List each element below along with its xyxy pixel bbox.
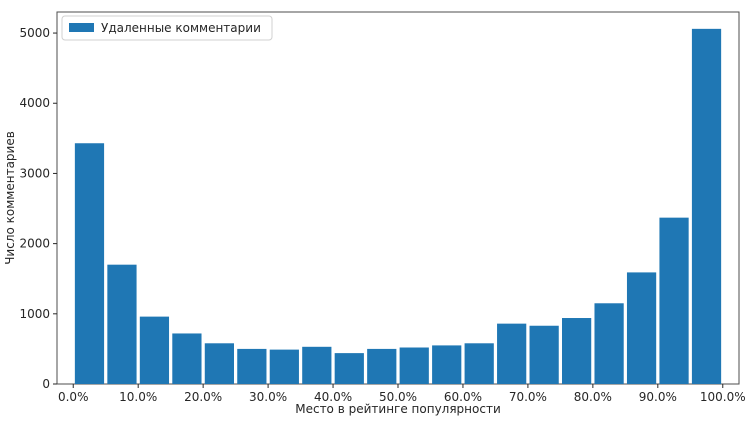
y-tick-label: 1000 bbox=[19, 307, 50, 321]
bar bbox=[562, 318, 592, 384]
bar bbox=[237, 348, 267, 384]
x-tick-label: 70.0% bbox=[509, 390, 547, 404]
x-axis-ticks: 0.0% 10.0% 20.0% 30.0% 40.0% 50.0% 60.0% 70.0% 8… bbox=[58, 384, 746, 404]
bar bbox=[497, 323, 527, 384]
y-tick-label: 2000 bbox=[19, 237, 50, 251]
bar bbox=[659, 217, 689, 384]
bar bbox=[74, 143, 105, 384]
bars-group bbox=[74, 28, 722, 384]
bar bbox=[172, 333, 202, 384]
bar bbox=[464, 343, 494, 384]
x-axis-label: Место в рейтинге популярности bbox=[295, 402, 501, 416]
y-axis-ticks: 0 1000 2000 3000 4000 5000 bbox=[19, 26, 57, 391]
x-tick-label: 90.0% bbox=[639, 390, 677, 404]
y-tick-label: 4000 bbox=[19, 96, 50, 110]
x-tick-label: 0.0% bbox=[58, 390, 89, 404]
legend-swatch bbox=[69, 23, 94, 32]
x-tick-label: 50.0% bbox=[379, 390, 417, 404]
bar bbox=[594, 303, 624, 384]
x-tick-label: 30.0% bbox=[249, 390, 287, 404]
legend-label: Удаленные комментарии bbox=[101, 21, 261, 35]
x-tick-label: 100.0% bbox=[700, 390, 746, 404]
bar bbox=[204, 343, 234, 384]
plot-area bbox=[56, 11, 740, 385]
x-tick-label: 40.0% bbox=[314, 390, 352, 404]
y-tick-label: 5000 bbox=[19, 26, 50, 40]
bar bbox=[691, 28, 722, 384]
bar bbox=[529, 325, 559, 384]
y-tick-label: 0 bbox=[42, 377, 50, 391]
x-tick-label: 60.0% bbox=[444, 390, 482, 404]
legend: Удаленные комментарии bbox=[61, 15, 273, 41]
y-axis-label: Число комментариев bbox=[3, 131, 17, 265]
bar bbox=[302, 346, 332, 384]
bar bbox=[432, 345, 462, 384]
y-tick-label: 3000 bbox=[19, 166, 50, 180]
bar bbox=[399, 347, 429, 384]
x-tick-label: 10.0% bbox=[119, 390, 157, 404]
bar bbox=[626, 272, 657, 384]
bar bbox=[367, 348, 397, 384]
x-tick-label: 20.0% bbox=[184, 390, 222, 404]
x-tick-label: 80.0% bbox=[574, 390, 612, 404]
legend-box bbox=[61, 15, 273, 41]
bar bbox=[334, 353, 364, 384]
bar bbox=[107, 264, 137, 384]
bar bbox=[139, 316, 170, 384]
bar bbox=[269, 349, 299, 384]
